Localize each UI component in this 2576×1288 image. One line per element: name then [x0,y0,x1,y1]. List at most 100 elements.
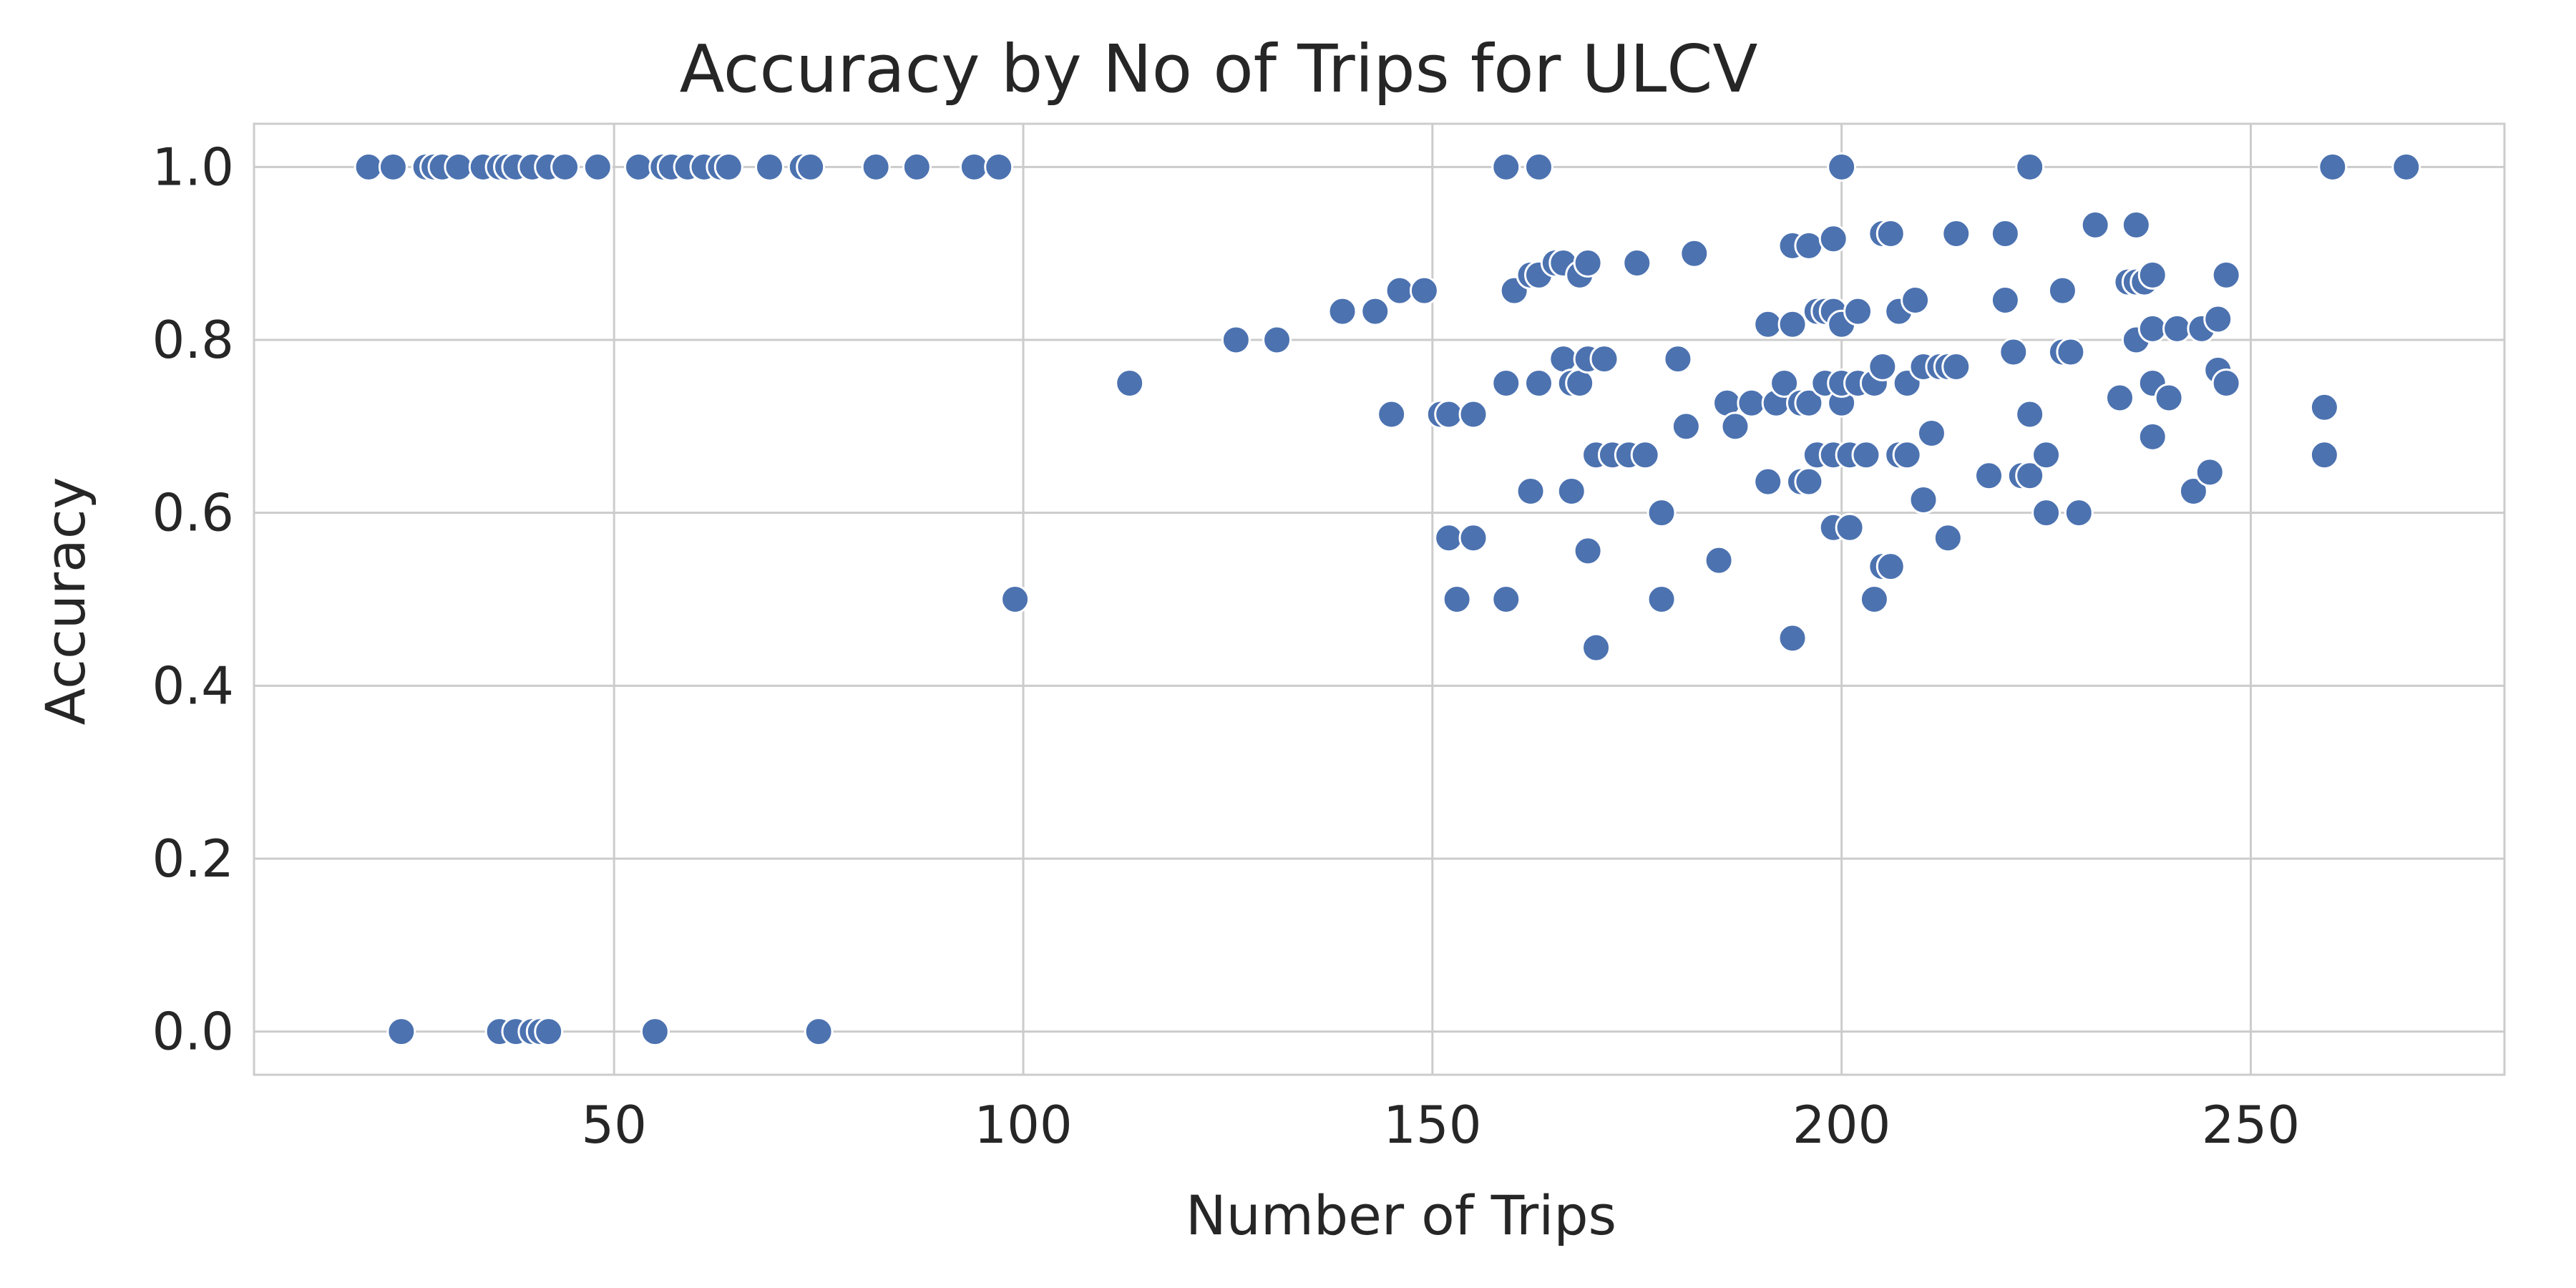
x-tick-label: 100 [974,1095,1072,1155]
y-axis-ticks: 0.0 0.2 0.4 0.6 0.8 1.0 [152,137,234,1061]
data-point [1581,633,1611,663]
data-point [378,152,408,182]
data-point [1794,467,1824,497]
data-points [353,152,2421,1047]
data-point [1835,512,1865,542]
data-point [2015,399,2045,429]
data-point [550,152,580,182]
data-point [713,152,743,182]
y-tick-label: 1.0 [152,137,234,197]
data-point [1859,585,1889,614]
data-point [1843,296,1873,326]
data-point [1720,411,1750,441]
data-point [1770,368,1800,398]
y-tick-label: 0.2 [152,829,234,889]
data-point [796,152,826,182]
data-point [1458,523,1488,553]
data-point [1377,399,1407,429]
data-point [1556,476,1586,506]
data-point [804,1017,834,1047]
data-point [1000,585,1030,614]
data-point [2031,440,2062,470]
data-point [1622,248,1652,278]
data-point [2080,210,2110,240]
data-point [1524,368,1554,398]
data-point [1434,399,1464,429]
plot-frame [253,122,2506,1076]
data-point [1868,351,1898,381]
data-point [2391,152,2421,182]
data-point [1892,440,1922,470]
data-point [1875,218,1906,248]
data-point [1115,368,1145,398]
data-point [1941,351,1971,381]
data-point [1737,388,1767,418]
data-point [1908,485,1938,515]
y-tick-label: 0.0 [152,1002,234,1062]
data-point [1777,623,1807,653]
data-point [640,1017,670,1047]
data-point [1990,285,2020,315]
data-point [861,152,891,182]
data-point [2137,421,2167,452]
data-point [1671,411,1701,441]
data-point [1901,285,1931,315]
y-axis-label: Accuracy [34,477,97,726]
data-point [386,1017,416,1047]
data-point [1630,440,1660,470]
data-point [1794,230,1824,260]
data-point [1516,476,1546,506]
data-point [1221,325,1251,355]
data-point [1794,388,1824,418]
data-point [1990,218,2020,248]
data-point [1589,344,1619,374]
data-point [1491,152,1521,182]
data-point [2137,260,2167,290]
y-tick-label: 0.4 [152,655,234,716]
data-point [1777,309,1807,339]
data-point [1442,585,1472,614]
data-point [1753,467,1783,497]
data-point [2104,383,2135,413]
data-point [754,152,784,182]
data-point [1851,440,1881,470]
data-point [2121,210,2151,240]
data-point [2309,392,2339,422]
data-point [2137,313,2167,343]
data-point [1679,238,1709,268]
chart-title: Accuracy by No of Trips for ULCV [680,31,1758,107]
data-point [2203,304,2233,334]
data-point [1573,536,1603,566]
y-tick-label: 0.8 [152,310,234,370]
data-point [1646,585,1677,614]
data-point [1753,309,1783,339]
data-point [1327,296,1357,326]
data-point [2015,461,2045,491]
data-point [2056,337,2086,367]
data-point [582,152,613,182]
data-point [959,152,989,182]
data-point [534,1017,564,1047]
data-point [1916,419,1946,449]
data-point [1434,523,1464,553]
data-point [2195,457,2225,487]
data-point [444,152,474,182]
y-tick-label: 0.6 [152,483,234,543]
x-tick-label: 150 [1383,1095,1481,1155]
data-point [1458,399,1488,429]
data-point [1573,248,1603,278]
x-tick-label: 200 [1792,1095,1890,1155]
data-point [1262,325,1292,355]
data-point [2015,152,2045,182]
data-point [1360,296,1390,326]
data-point [2031,498,2062,528]
data-point [2309,440,2339,470]
data-point [1409,275,1439,306]
data-point [1491,585,1521,614]
data-point [2047,275,2077,306]
data-point [1933,523,1963,553]
data-point [2318,152,2348,182]
data-point [1385,275,1415,306]
plot-area [253,122,2506,1076]
